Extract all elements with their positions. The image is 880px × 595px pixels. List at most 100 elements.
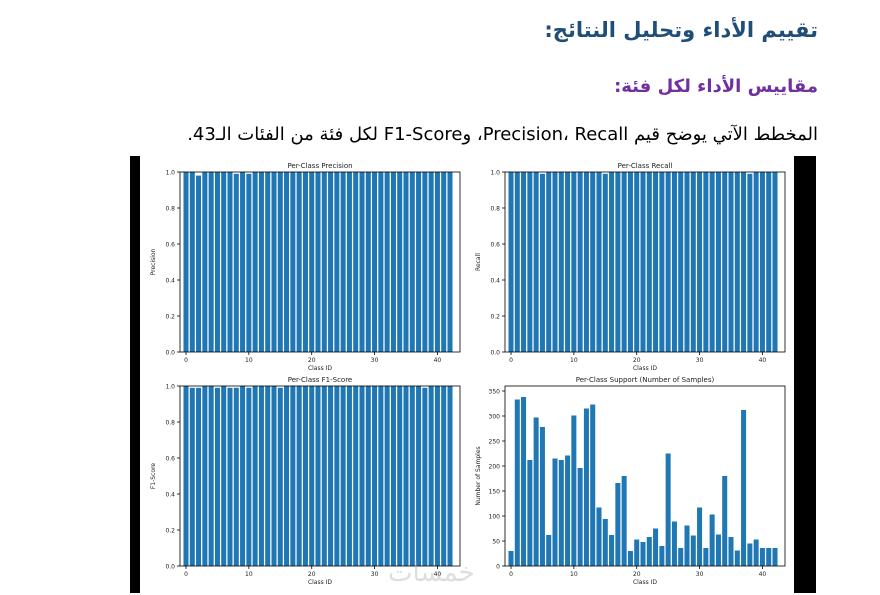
bar-class-1 — [189, 387, 195, 566]
bar-class-24 — [334, 172, 340, 352]
bar-class-27 — [678, 172, 684, 352]
bar-class-12 — [583, 172, 589, 352]
bar-class-17 — [615, 172, 621, 352]
axes-frame — [504, 171, 786, 353]
bar-class-34 — [397, 386, 403, 566]
axes-frame — [179, 385, 461, 567]
bar-class-39 — [753, 172, 759, 352]
bar-class-19 — [302, 386, 308, 566]
bar-class-32 — [384, 172, 390, 352]
bar-class-21 — [315, 386, 321, 566]
bar-class-27 — [353, 172, 359, 352]
y-tick-label: 0.2 — [165, 314, 175, 321]
bar-class-29 — [365, 386, 371, 566]
bar-class-35 — [728, 172, 734, 352]
x-axis-label: Class ID — [633, 579, 657, 586]
bar-class-36 — [409, 172, 415, 352]
bar-class-6 — [546, 172, 552, 352]
bar-class-21 — [315, 172, 321, 352]
bar-class-10 — [246, 387, 252, 566]
x-tick-label: 0 — [184, 357, 188, 364]
bar-class-7 — [552, 458, 558, 566]
charts-canvas: 0.0 0.2 0.4 0.6 0.8 1.0 0 10 20 30 40 Per-Class Pre… — [140, 156, 794, 593]
chart-title: Per-Class Precision — [287, 162, 352, 170]
bar-class-37 — [416, 386, 422, 566]
bar-class-21 — [640, 542, 646, 566]
bar-class-2 — [196, 387, 202, 566]
bar-class-24 — [659, 172, 665, 352]
bar-class-13 — [590, 404, 596, 566]
bar-class-12 — [583, 408, 589, 566]
y-tick-label: 0.6 — [165, 456, 175, 463]
bar-class-16 — [284, 172, 290, 352]
bar-class-11 — [577, 172, 583, 352]
bar-class-1 — [514, 172, 520, 352]
bar-class-30 — [697, 172, 703, 352]
x-tick-label: 30 — [371, 571, 379, 578]
bar-class-29 — [690, 172, 696, 352]
bar-class-5 — [539, 427, 545, 566]
bar-class-13 — [590, 172, 596, 352]
bar-class-9 — [240, 172, 246, 352]
bar-class-18 — [296, 172, 302, 352]
section-heading: تقييم الأداء وتحليل النتائج: — [544, 18, 818, 42]
bar-class-33 — [715, 534, 721, 566]
bar-class-16 — [609, 535, 615, 566]
bar-class-9 — [565, 455, 571, 566]
x-tick-label: 40 — [434, 357, 442, 364]
bar-class-16 — [609, 172, 615, 352]
bar-class-39 — [753, 539, 759, 566]
bar-class-20 — [309, 172, 315, 352]
bar-class-24 — [334, 386, 340, 566]
bar-class-38 — [747, 543, 753, 566]
x-tick-label: 30 — [696, 357, 704, 364]
bar-class-5 — [214, 172, 220, 352]
bar-class-33 — [390, 386, 396, 566]
x-tick-label: 20 — [308, 357, 316, 364]
chart-title: Per-Class F1-Score — [288, 376, 353, 384]
bar-class-0 — [183, 386, 189, 566]
bar-class-38 — [422, 387, 428, 566]
bar-class-34 — [722, 172, 728, 352]
bar-class-10 — [571, 415, 577, 566]
x-tick-label: 30 — [696, 571, 704, 578]
y-tick-label: 350 — [489, 389, 501, 396]
bar-class-15 — [277, 387, 283, 566]
bar-class-34 — [397, 172, 403, 352]
y-tick-label: 1.0 — [490, 170, 500, 177]
y-tick-label: 0.0 — [165, 350, 175, 357]
bar-class-15 — [602, 173, 608, 352]
bar-class-1 — [514, 399, 520, 566]
x-tick-label: 30 — [371, 357, 379, 364]
bar-class-2 — [521, 397, 527, 566]
bar-class-16 — [284, 386, 290, 566]
bar-class-27 — [678, 548, 684, 566]
bar-class-6 — [546, 535, 552, 566]
bar-class-22 — [321, 172, 327, 352]
bar-class-35 — [728, 537, 734, 566]
x-tick-label: 40 — [759, 357, 767, 364]
bar-class-9 — [240, 386, 246, 566]
x-tick-label: 40 — [759, 571, 767, 578]
x-tick-label: 10 — [570, 357, 578, 364]
y-tick-label: 200 — [489, 464, 501, 471]
bar-class-21 — [640, 172, 646, 352]
y-tick-label: 0.4 — [165, 492, 175, 499]
bar-class-26 — [671, 521, 677, 566]
bar-class-19 — [627, 172, 633, 352]
bar-class-3 — [202, 386, 208, 566]
metrics-figure: 0.0 0.2 0.4 0.6 0.8 1.0 0 10 20 30 40 Per-Class Pre… — [130, 156, 816, 593]
x-tick-label: 0 — [509, 571, 513, 578]
bar-class-8 — [233, 387, 239, 566]
bar-class-17 — [290, 172, 296, 352]
bar-class-42 — [447, 386, 453, 566]
bar-class-14 — [271, 386, 277, 566]
bar-class-35 — [403, 386, 409, 566]
bar-class-28 — [684, 525, 690, 566]
x-tick-label: 0 — [509, 357, 513, 364]
bar-class-42 — [447, 172, 453, 352]
bar-class-14 — [271, 172, 277, 352]
bar-class-42 — [772, 548, 778, 566]
bar-class-11 — [252, 172, 258, 352]
bar-class-41 — [766, 172, 772, 352]
